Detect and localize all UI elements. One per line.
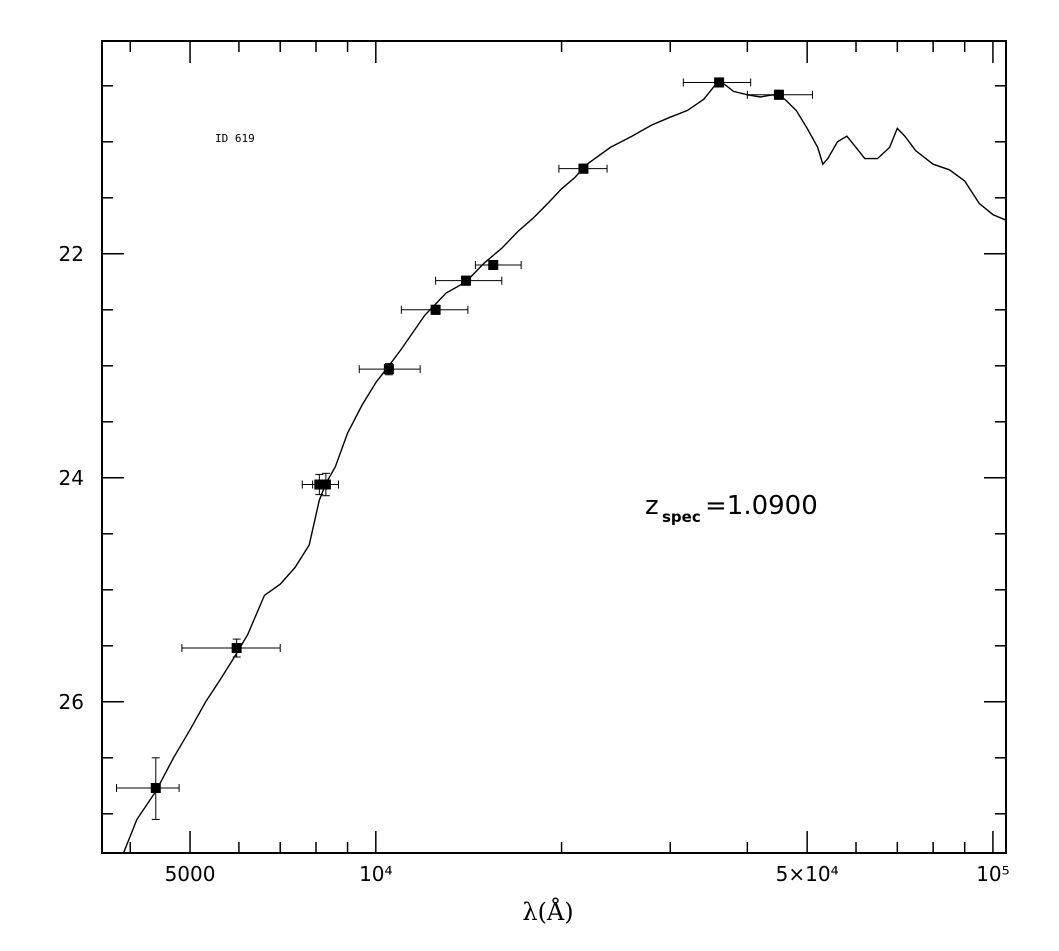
x-tick-label: 10⁴ <box>359 862 392 886</box>
photometry-marker <box>320 479 331 490</box>
axis-ticks <box>102 41 1006 853</box>
photometry-marker <box>460 275 471 286</box>
photometry-point <box>400 304 469 315</box>
photometry-point <box>181 638 281 658</box>
photometry-marker <box>430 304 441 315</box>
redshift-subscript: spec <box>662 508 701 526</box>
x-tick-label: 10⁵ <box>976 862 1009 886</box>
id-label: ID 619 <box>215 132 255 145</box>
x-tick-label: 5000 <box>165 862 216 886</box>
photometry-point <box>474 260 522 270</box>
y-tick-label: 22 <box>59 242 84 266</box>
redshift-value: =1.0900 <box>705 491 818 521</box>
redshift-z: z <box>645 491 659 521</box>
x-tick-label: 5×10⁴ <box>776 862 839 886</box>
x-axis-title: λ(Å) <box>522 897 573 926</box>
plot-frame <box>101 40 1007 854</box>
photometry-marker <box>150 783 161 794</box>
photometry-point <box>746 89 813 100</box>
photometry-point <box>358 363 421 376</box>
photometry-point <box>682 77 752 88</box>
photometry-marker <box>578 163 589 174</box>
photometry-marker <box>383 364 394 375</box>
photometry-points <box>115 77 813 820</box>
photometry-marker <box>231 643 242 654</box>
redshift-annotation: z spec =1.0900 <box>645 491 818 526</box>
photometry-point <box>115 757 180 820</box>
y-tick-label: 26 <box>59 690 84 714</box>
photometry-point <box>312 472 339 497</box>
photometry-point <box>435 275 503 286</box>
photometry-point <box>558 163 608 174</box>
photometry-marker <box>488 260 499 270</box>
photometry-marker <box>773 89 784 100</box>
sed-model-line <box>122 79 1007 854</box>
photometry-marker <box>714 77 725 88</box>
axis-tick-labels: 5000 10⁴ 5×10⁴ 10⁵ 22 24 26 <box>59 242 1010 886</box>
y-tick-label: 24 <box>59 466 84 490</box>
